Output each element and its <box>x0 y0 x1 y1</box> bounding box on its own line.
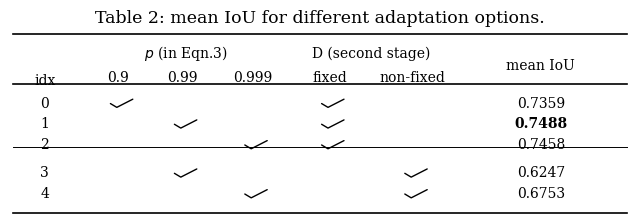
Text: D (second stage): D (second stage) <box>312 46 430 61</box>
Text: 0.999: 0.999 <box>233 72 273 85</box>
Text: non-fixed: non-fixed <box>380 72 445 85</box>
Text: 0.6247: 0.6247 <box>516 166 565 180</box>
Text: 0.7488: 0.7488 <box>514 117 568 131</box>
Text: $p$ (in Eqn.3): $p$ (in Eqn.3) <box>143 44 228 63</box>
Text: mean IoU: mean IoU <box>506 59 575 73</box>
Text: 0.7359: 0.7359 <box>516 97 565 111</box>
Text: 3: 3 <box>40 166 49 180</box>
Text: idx: idx <box>34 74 56 88</box>
Text: 0.9: 0.9 <box>108 72 129 85</box>
Text: Table 2: mean IoU for different adaptation options.: Table 2: mean IoU for different adaptati… <box>95 10 545 27</box>
Text: 2: 2 <box>40 138 49 152</box>
Text: 4: 4 <box>40 187 49 201</box>
Text: 0.6753: 0.6753 <box>516 187 565 201</box>
Text: 0: 0 <box>40 97 49 111</box>
Text: 1: 1 <box>40 117 49 131</box>
Text: 0.99: 0.99 <box>167 72 198 85</box>
Text: fixed: fixed <box>312 72 347 85</box>
Text: 0.7458: 0.7458 <box>516 138 565 152</box>
